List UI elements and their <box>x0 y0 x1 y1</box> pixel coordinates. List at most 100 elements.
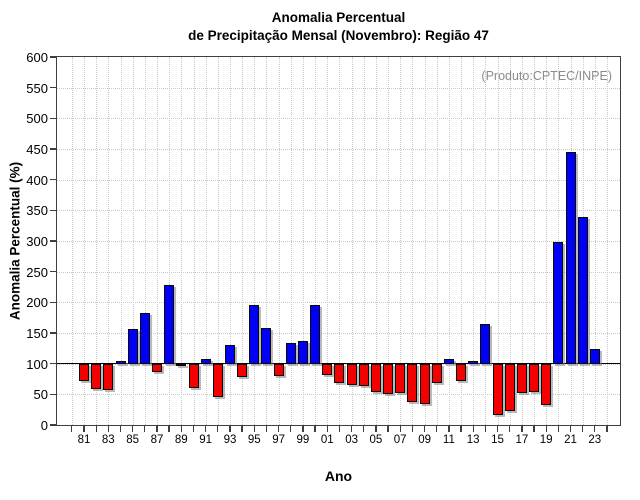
y-tick-50 <box>50 393 56 395</box>
bar-1994 <box>237 363 248 377</box>
y-tick-label-50: 50 <box>33 387 48 403</box>
y-tick-600 <box>50 56 56 58</box>
v-gridline-2010 <box>436 57 438 425</box>
h-gridline-450 <box>57 149 620 150</box>
h-gridline-50 <box>57 394 620 396</box>
bar-2009 <box>419 363 430 404</box>
bar-1981 <box>79 363 89 381</box>
v-gridline-1997 <box>278 57 280 425</box>
y-tick-label-550: 550 <box>26 80 48 96</box>
x-tick-2016 <box>509 426 511 432</box>
v-gridline-2007 <box>400 57 402 425</box>
x-tick-2008 <box>411 426 414 432</box>
v-gridline-1999 <box>302 57 304 425</box>
x-tick-1981 <box>83 426 85 432</box>
v-gridline-2000 <box>315 57 317 425</box>
bar-2000 <box>310 305 321 364</box>
bar-2006 <box>383 363 394 395</box>
x-tick-2004 <box>363 426 365 432</box>
x-tick-1996 <box>265 426 268 432</box>
x-tick-2011 <box>448 426 450 432</box>
y-tick-label-450: 450 <box>26 142 48 157</box>
bar-2001 <box>322 363 333 375</box>
x-tick-2022 <box>582 426 584 432</box>
x-tick-1998 <box>290 426 292 432</box>
x-tick-label-09: 09 <box>418 434 431 446</box>
x-tick-1988 <box>168 426 170 432</box>
bar-2016 <box>504 363 515 412</box>
bar-1984 <box>115 361 126 364</box>
x-tick-2014 <box>484 426 487 432</box>
source-annotation: (Produto:CPTEC/INPE) <box>481 69 612 83</box>
v-gridline-2012 <box>461 57 463 425</box>
x-tick-label-97: 97 <box>272 434 285 446</box>
v-gridline-2018 <box>534 57 535 425</box>
bar-1989 <box>176 363 187 366</box>
y-tick-label-400: 400 <box>26 172 48 188</box>
bar-2019 <box>541 363 552 405</box>
h-gridline-200 <box>57 302 620 304</box>
v-gridline-2001 <box>327 57 329 425</box>
x-tick-2006 <box>387 426 389 432</box>
v-gridline-2002 <box>339 57 341 425</box>
v-gridline-1998 <box>290 57 292 425</box>
y-tick-label-100: 100 <box>26 356 48 372</box>
bar-1986 <box>139 313 150 364</box>
x-tick-2019 <box>545 426 547 432</box>
chart-title-line1: Anomalia Percentual <box>271 10 406 25</box>
v-gridline-1981 <box>84 57 85 425</box>
x-tick-label-81: 81 <box>77 434 91 446</box>
x-tick-2015 <box>496 426 499 432</box>
y-tick-label-250: 250 <box>26 264 48 280</box>
x-tick-1992 <box>217 426 219 432</box>
x-tick-2002 <box>338 426 341 432</box>
x-tick-label-19: 19 <box>539 434 553 446</box>
bar-2015 <box>492 363 503 415</box>
bar-2004 <box>358 363 369 386</box>
v-gridline-1984 <box>120 57 122 425</box>
bar-2010 <box>431 363 442 384</box>
bar-1985 <box>127 329 138 364</box>
y-tick-300 <box>50 240 56 242</box>
x-tick-1994 <box>241 426 243 432</box>
bar-2012 <box>456 363 467 382</box>
y-tick-250 <box>50 271 56 273</box>
v-gridline-1990 <box>193 57 195 425</box>
bar-2007 <box>395 363 406 394</box>
bar-1998 <box>285 342 296 364</box>
v-gridline-1995 <box>254 57 256 425</box>
v-gridline-1986 <box>144 57 146 425</box>
x-tick-label-01: 01 <box>320 434 334 446</box>
h-gridline-550 <box>57 87 620 89</box>
v-gridline-2004 <box>363 57 365 425</box>
h-gridline-350 <box>57 210 620 212</box>
v-gridline-1996 <box>266 57 268 425</box>
x-tick-label-95: 95 <box>247 434 261 446</box>
x-tick-2024 <box>606 426 608 432</box>
bar-1988 <box>164 285 175 364</box>
v-gridline-1985 <box>132 57 134 425</box>
h-gridline-250 <box>57 271 620 273</box>
x-tick-1983 <box>107 426 109 432</box>
y-tick-200 <box>50 301 56 303</box>
x-tick-label-91: 91 <box>199 434 212 446</box>
x-tick-2005 <box>375 426 377 432</box>
h-gridline-150 <box>57 333 620 334</box>
x-tick-label-11: 11 <box>442 434 455 446</box>
v-gridline-1991 <box>205 57 207 425</box>
y-tick-350 <box>50 209 56 211</box>
y-tick-500 <box>50 117 56 119</box>
bar-2020 <box>553 241 564 364</box>
v-gridline-1980 <box>71 57 73 425</box>
x-tick-label-15: 15 <box>491 434 504 446</box>
bar-1992 <box>212 363 223 397</box>
y-tick-label-150: 150 <box>26 326 48 341</box>
h-gridline-300 <box>57 241 620 242</box>
bar-2022 <box>577 217 588 364</box>
v-gridline-1993 <box>230 57 231 425</box>
bar-2002 <box>334 363 345 384</box>
v-gridline-1983 <box>108 57 110 425</box>
x-tick-2013 <box>472 426 474 432</box>
y-tick-450 <box>50 148 56 150</box>
y-tick-label-350: 350 <box>26 203 48 219</box>
